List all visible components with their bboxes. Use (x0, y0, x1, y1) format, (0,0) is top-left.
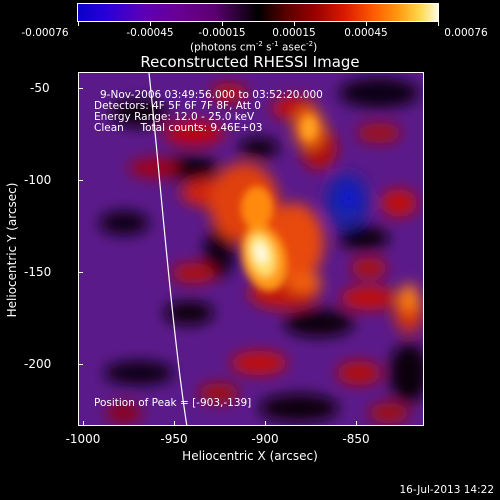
peak-position-label: Position of Peak = [-903,-139] (94, 397, 252, 409)
x-tick (265, 421, 266, 426)
energy-range-label: Energy Range: 12.0 - 25.0 keV (94, 111, 255, 123)
time-range-label: 9-Nov-2006 03:49:56.000 to 03:52:20.000 (100, 89, 323, 101)
colorbar-tick-label: -0.00045 (126, 27, 174, 39)
generated-timestamp: 16-Jul-2013 14:22 (399, 484, 494, 496)
colorbar-tick (366, 22, 367, 26)
detectors-label: Detectors: 4F 5F 6F 7F 8F, Att 0 (94, 100, 261, 112)
colorbar-tick-label: -0.00015 (198, 27, 246, 39)
solar-limb-line (148, 73, 188, 425)
image-canvas (79, 73, 423, 425)
colorbar-tick (438, 22, 439, 26)
x-tick (83, 421, 84, 426)
x-tick-label: -900 (251, 432, 279, 446)
colorbar-tick-label: 0.00076 (444, 27, 488, 39)
plot-title: Reconstructed RHESSI Image (140, 53, 360, 71)
colorbar (77, 3, 439, 22)
y-tick (78, 272, 83, 273)
colorbar-tick-label: 0.00015 (272, 27, 316, 39)
y-tick (78, 180, 83, 181)
clean-counts-label: Clean Total counts: 9.46E+03 (94, 122, 263, 134)
colorbar-tick-label: -0.00076 (21, 27, 69, 39)
y-tick-label: -100 (24, 173, 52, 187)
x-tick (174, 421, 175, 426)
x-tick (356, 421, 357, 426)
y-tick-label: -50 (30, 81, 50, 95)
y-tick (78, 364, 83, 365)
y-tick-label: -200 (24, 357, 52, 371)
colorbar-units: (photons cm-2 s-1 asec-2) (190, 40, 318, 54)
y-axis-label: Heliocentric Y (arcsec) (5, 182, 19, 318)
x-tick-label: -950 (160, 432, 188, 446)
colorbar-tick (78, 22, 79, 26)
x-axis-label: Heliocentric X (arcsec) (182, 449, 318, 463)
x-tick-label: -850 (342, 432, 370, 446)
rhessi-image (78, 72, 424, 426)
colorbar-tick (222, 22, 223, 26)
y-tick-label: -150 (24, 265, 52, 279)
colorbar-tick-label: 0.00045 (344, 27, 388, 39)
y-tick (78, 88, 83, 89)
colorbar-tick (294, 22, 295, 26)
colorbar-tick (150, 22, 151, 26)
x-tick-label: -1000 (65, 432, 101, 446)
